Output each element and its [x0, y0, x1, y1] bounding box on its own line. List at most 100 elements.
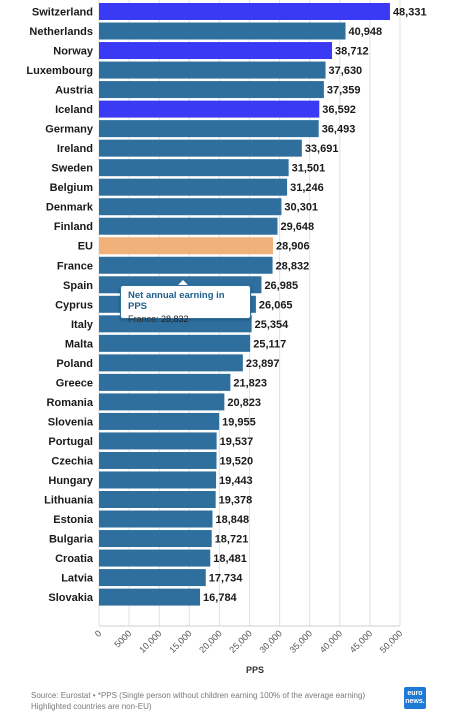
- x-tick-label: 35,000: [288, 628, 315, 655]
- bar-greece[interactable]: [99, 373, 231, 391]
- tooltip-title: Net annual earning in PPS: [128, 290, 225, 312]
- bar-finland[interactable]: [99, 217, 278, 235]
- category-label: Lithuania: [44, 495, 94, 507]
- x-tick-label: 10,000: [137, 628, 164, 655]
- category-label: Croatia: [55, 553, 94, 565]
- bar-germany[interactable]: [99, 120, 319, 138]
- value-labels: 48,331 40,948 38,712 37,630 37,359 36,592 36,4…: [203, 7, 427, 605]
- category-label: Malta: [65, 338, 94, 350]
- category-label: Belgium: [50, 182, 94, 194]
- euronews-logo[interactable]: euro news.: [404, 687, 426, 709]
- category-label: Spain: [63, 280, 93, 292]
- value-label: 37,630: [329, 65, 363, 77]
- bar-italy[interactable]: [99, 315, 252, 333]
- value-label: 30,301: [284, 202, 318, 214]
- tooltip-arrow-fill: [177, 280, 189, 286]
- bar-croatia[interactable]: [99, 549, 211, 567]
- value-label: 19,537: [220, 436, 254, 448]
- category-label: Latvia: [61, 573, 94, 585]
- bar-estonia[interactable]: [99, 510, 213, 528]
- category-labels: Switzerland Netherlands Norway Luxembourg Au…: [26, 7, 94, 605]
- bar-latvia[interactable]: [99, 569, 206, 587]
- value-label: 28,906: [276, 241, 310, 253]
- bar-slovenia[interactable]: [99, 412, 220, 430]
- x-tick-label: 15,000: [167, 628, 194, 655]
- category-label: Austria: [55, 85, 94, 97]
- value-label: 48,331: [393, 7, 427, 19]
- value-label: 20,823: [227, 397, 261, 409]
- bar-slovakia[interactable]: [99, 588, 201, 606]
- value-label: 19,955: [222, 416, 256, 428]
- category-label: Czechia: [51, 455, 93, 467]
- value-label: 36,592: [322, 104, 356, 116]
- bar-portugal[interactable]: [99, 432, 217, 450]
- category-label: Italy: [71, 319, 94, 331]
- value-label: 18,481: [213, 553, 247, 565]
- category-label: Bulgaria: [49, 534, 94, 546]
- value-label: 26,065: [259, 299, 293, 311]
- value-label: 36,493: [322, 124, 356, 136]
- value-label: 25,117: [253, 338, 286, 350]
- bar-eu[interactable]: [99, 237, 274, 255]
- value-label: 19,443: [219, 475, 253, 487]
- value-label: 17,734: [209, 573, 244, 585]
- value-label: 19,520: [220, 455, 254, 467]
- bar-austria[interactable]: [99, 81, 324, 99]
- tooltip: Net annual earning in PPS France: 28,832: [120, 285, 251, 324]
- bar-hungary[interactable]: [99, 471, 217, 489]
- value-label: 18,721: [215, 534, 249, 546]
- category-label: Luxembourg: [26, 65, 93, 77]
- value-label: 23,897: [246, 358, 280, 370]
- bar-iceland[interactable]: [99, 100, 320, 118]
- tooltip-value: 28,832: [161, 314, 189, 324]
- category-label: Netherlands: [29, 26, 93, 38]
- category-label: Poland: [56, 358, 93, 370]
- value-label: 26,985: [264, 280, 298, 292]
- bar-denmark[interactable]: [99, 198, 282, 216]
- category-label: Estonia: [53, 514, 94, 526]
- category-label: Greece: [56, 377, 93, 389]
- category-label: Cyprus: [55, 299, 93, 311]
- bar-lithuania[interactable]: [99, 491, 216, 508]
- bar-netherlands[interactable]: [99, 22, 346, 40]
- category-label: Denmark: [46, 202, 94, 214]
- bar-switzerland[interactable]: [99, 3, 390, 20]
- bar-norway[interactable]: [99, 42, 333, 60]
- bar-sweden[interactable]: [99, 159, 289, 177]
- category-label: Hungary: [48, 475, 94, 487]
- bar-romania[interactable]: [99, 393, 225, 411]
- bar-czechia[interactable]: [99, 451, 217, 469]
- category-label: Romania: [47, 397, 94, 409]
- value-label: 31,501: [292, 163, 326, 175]
- value-label: 38,712: [335, 46, 369, 58]
- bar-bulgaria[interactable]: [99, 530, 212, 548]
- source-note: Source: Eurostat • *PPS (Single person w…: [31, 691, 366, 711]
- value-label: 16,784: [203, 592, 238, 604]
- bar-malta[interactable]: [99, 334, 251, 352]
- bar-belgium[interactable]: [99, 178, 288, 196]
- x-tick-label: 40,000: [318, 628, 345, 655]
- category-label: Germany: [45, 124, 94, 136]
- bar-france[interactable]: [99, 256, 273, 274]
- category-label: Norway: [53, 46, 94, 58]
- x-tick-label: 50,000: [378, 628, 405, 655]
- category-label: EU: [78, 241, 93, 253]
- category-label: Slovenia: [48, 416, 94, 428]
- bar-ireland[interactable]: [99, 139, 302, 157]
- tooltip-key: France:: [128, 314, 159, 324]
- category-label: Ireland: [57, 143, 93, 155]
- category-label: France: [57, 260, 93, 272]
- category-label: Portugal: [48, 436, 93, 448]
- value-label: 37,359: [327, 85, 361, 97]
- bar-luxembourg[interactable]: [99, 61, 326, 79]
- value-label: 28,832: [276, 260, 310, 272]
- value-label: 19,378: [219, 495, 253, 507]
- category-label: Slovakia: [48, 592, 94, 604]
- logo-line1: euro: [407, 690, 423, 697]
- x-tick-label: 45,000: [348, 628, 375, 655]
- value-label: 31,246: [290, 182, 324, 194]
- bar-poland[interactable]: [99, 354, 243, 372]
- category-label: Switzerland: [32, 7, 93, 19]
- x-tick-label: 25,000: [227, 628, 254, 655]
- category-label: Iceland: [55, 104, 93, 116]
